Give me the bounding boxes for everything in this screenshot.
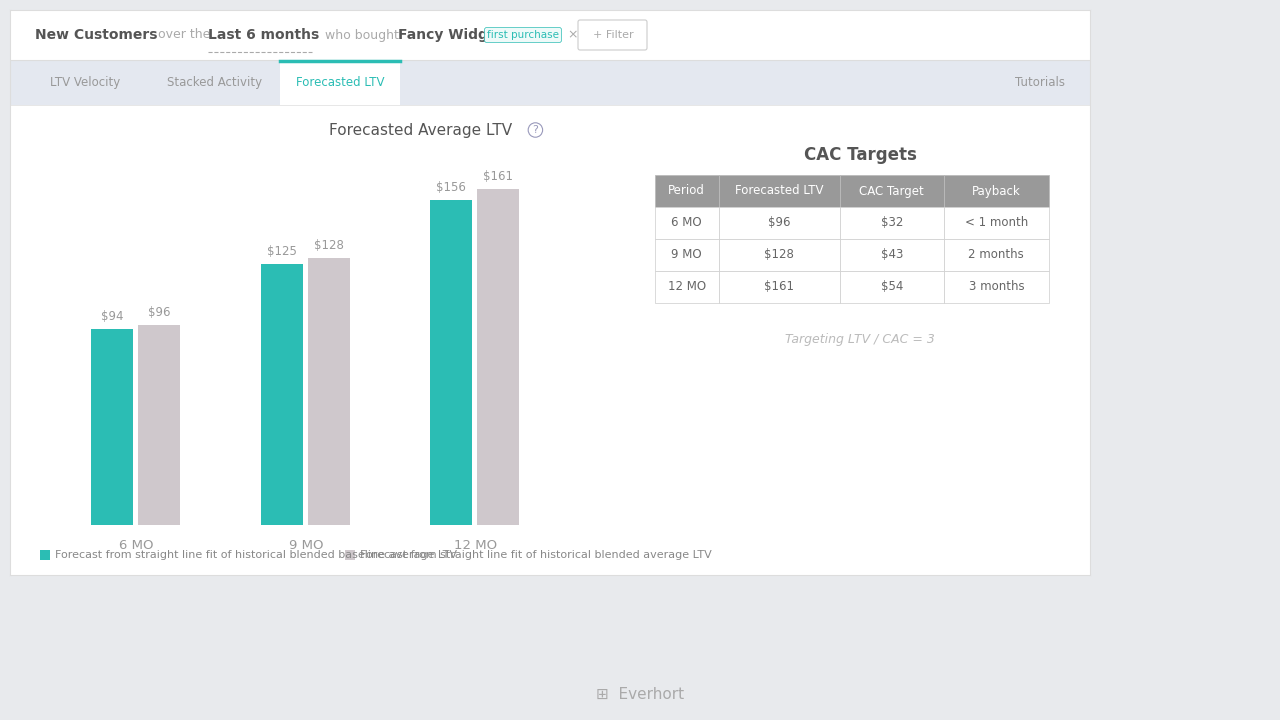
FancyBboxPatch shape: [10, 60, 1091, 105]
FancyBboxPatch shape: [655, 271, 718, 303]
FancyBboxPatch shape: [655, 207, 718, 239]
FancyBboxPatch shape: [718, 175, 840, 207]
Text: Last 6 months: Last 6 months: [207, 28, 319, 42]
FancyBboxPatch shape: [280, 60, 399, 105]
FancyBboxPatch shape: [840, 207, 945, 239]
Text: $161: $161: [764, 281, 794, 294]
FancyBboxPatch shape: [579, 20, 646, 50]
FancyBboxPatch shape: [477, 189, 520, 525]
Text: 2 months: 2 months: [969, 248, 1024, 261]
FancyBboxPatch shape: [40, 550, 50, 560]
FancyBboxPatch shape: [307, 258, 349, 525]
FancyBboxPatch shape: [840, 175, 945, 207]
Text: Forecast from straight line fit of historical blended average LTV: Forecast from straight line fit of histo…: [360, 550, 712, 560]
Text: ?: ?: [532, 125, 539, 135]
Text: $43: $43: [881, 248, 902, 261]
Text: Period: Period: [668, 184, 705, 197]
Text: 9 MO: 9 MO: [672, 248, 703, 261]
Text: over the: over the: [157, 29, 210, 42]
Text: $96: $96: [768, 217, 790, 230]
Text: Forecasted LTV: Forecasted LTV: [735, 184, 823, 197]
Text: $161: $161: [483, 170, 513, 183]
Text: 3 months: 3 months: [969, 281, 1024, 294]
Text: first purchase: first purchase: [486, 30, 559, 40]
FancyBboxPatch shape: [945, 207, 1048, 239]
FancyBboxPatch shape: [718, 239, 840, 271]
Text: ⊞  Everhort: ⊞ Everhort: [596, 688, 684, 702]
Text: LTV Velocity: LTV Velocity: [50, 76, 120, 89]
Text: < 1 month: < 1 month: [965, 217, 1028, 230]
Text: Forecasted Average LTV: Forecasted Average LTV: [329, 122, 512, 138]
Text: ×: ×: [567, 29, 577, 42]
Text: $32: $32: [881, 217, 902, 230]
Text: 6 MO: 6 MO: [672, 217, 703, 230]
Text: + Filter: + Filter: [593, 30, 634, 40]
Text: Forecast from straight line fit of historical blended baseline average LTV: Forecast from straight line fit of histo…: [55, 550, 457, 560]
Text: $96: $96: [147, 306, 170, 319]
Text: 6 MO: 6 MO: [119, 539, 154, 552]
Text: $54: $54: [881, 281, 902, 294]
FancyBboxPatch shape: [430, 199, 472, 525]
FancyBboxPatch shape: [945, 271, 1048, 303]
Text: $94: $94: [101, 310, 123, 323]
FancyBboxPatch shape: [718, 271, 840, 303]
Text: New Customers: New Customers: [35, 28, 157, 42]
FancyBboxPatch shape: [655, 239, 718, 271]
Text: Forecasted LTV: Forecasted LTV: [296, 76, 384, 89]
Text: Stacked Activity: Stacked Activity: [168, 76, 262, 89]
FancyBboxPatch shape: [346, 550, 355, 560]
FancyBboxPatch shape: [840, 271, 945, 303]
FancyBboxPatch shape: [945, 175, 1048, 207]
Text: $125: $125: [266, 246, 297, 258]
FancyBboxPatch shape: [840, 239, 945, 271]
Text: $128: $128: [314, 239, 343, 252]
FancyBboxPatch shape: [138, 325, 180, 525]
Text: 12 MO: 12 MO: [454, 539, 498, 552]
Text: CAC Targets: CAC Targets: [804, 146, 916, 164]
Text: Payback: Payback: [972, 184, 1020, 197]
Text: Targeting LTV / CAC = 3: Targeting LTV / CAC = 3: [785, 333, 934, 346]
Text: $128: $128: [764, 248, 794, 261]
Text: $156: $156: [436, 181, 466, 194]
Text: 12 MO: 12 MO: [668, 281, 705, 294]
FancyBboxPatch shape: [718, 207, 840, 239]
Text: Tutorials: Tutorials: [1015, 76, 1065, 89]
Text: who bought: who bought: [325, 29, 399, 42]
Text: Fancy Widget: Fancy Widget: [398, 28, 504, 42]
Text: CAC Target: CAC Target: [859, 184, 924, 197]
FancyBboxPatch shape: [945, 239, 1048, 271]
FancyBboxPatch shape: [91, 329, 133, 525]
Text: 9 MO: 9 MO: [289, 539, 324, 552]
FancyBboxPatch shape: [261, 264, 302, 525]
FancyBboxPatch shape: [655, 175, 718, 207]
